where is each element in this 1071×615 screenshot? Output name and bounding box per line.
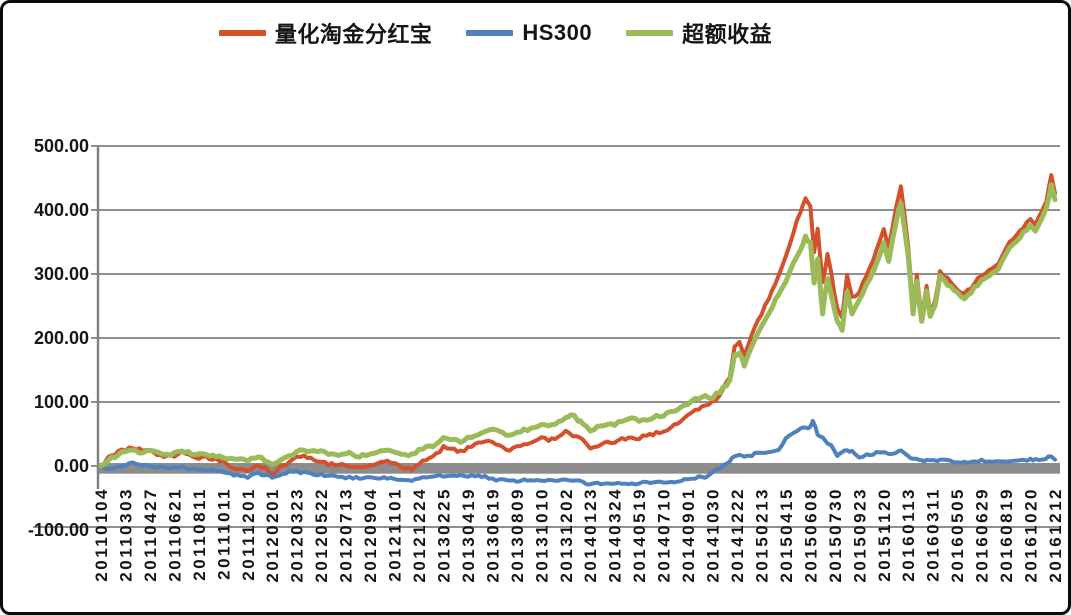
x-tick-label: 20160311 [924,487,943,582]
x-tick-label: 20141222 [728,487,747,583]
series-line-hs300 [99,418,1057,487]
y-tick-label: 200.00 [34,328,89,348]
legend-label-fund: 量化淘金分红宝 [274,22,433,47]
y-tick-label: 500.00 [34,136,89,156]
x-tick-label: 20130619 [483,487,502,583]
x-tick-label: 20131010 [532,487,551,583]
x-tick-label: 20121224 [410,487,429,583]
x-tick-label: 20120713 [337,487,356,583]
x-tick-label: 20110621 [165,487,184,582]
x-tick-label: 20161212 [1046,487,1065,583]
x-tick-label: 20110811 [190,487,209,581]
legend-label-excess: 超额收益 [682,22,773,47]
line-chart-canvas: 500.00 400.00 300.00 200.00 100.00 0.00 -100.0… [28,136,1065,583]
legend-item-hs300: HS300 [466,20,592,46]
legend-label-hs300: HS300 [522,20,593,45]
series-line-fund [99,173,1057,477]
x-tick-label: 20150213 [753,487,772,583]
y-tick-label: 0.00 [54,456,89,476]
x-tick-label: 20160819 [997,487,1016,583]
y-gridlines [33,145,1060,528]
x-tick-label: 20160629 [973,487,992,583]
y-axis-labels: 500.00 400.00 300.00 200.00 100.00 0.00 -100.0… [28,136,89,540]
x-tick-label: 20140123 [581,487,600,583]
x-tick-label: 20120201 [263,487,282,583]
x-tick-label: 20121101 [386,487,405,582]
x-tick-label: 20120323 [288,487,307,583]
zero-baseline-band [99,463,1060,474]
green-line-swatch-icon [626,30,674,36]
x-tick-label: 20150923 [850,487,869,583]
x-tick-label: 20110427 [141,487,160,582]
y-tick-label: 300.00 [34,264,89,284]
x-axis-labels: 20110104 20110303 20110427 20110621 20110811… [92,487,1065,583]
x-tick-label: 20111201 [239,487,258,581]
legend-item-excess: 超额收益 [626,17,772,49]
x-tick-label: 20120904 [361,487,380,583]
y-tick-label: 400.00 [34,200,89,220]
x-tick-label: 20131202 [557,487,576,583]
x-tick-label: 20150608 [801,487,820,583]
chart-legend: 量化淘金分红宝 HS300 超额收益 [3,17,1028,49]
x-tick-label: 20140901 [679,487,698,583]
x-tick-label: 20160113 [899,487,918,582]
x-tick-label: 20140324 [606,487,625,583]
x-tick-label: 20160505 [948,487,967,583]
blue-line-swatch-icon [466,30,514,36]
x-tick-label: 20120522 [312,487,331,583]
red-line-swatch-icon [218,30,266,36]
x-tick-label: 20140710 [655,487,674,583]
legend-item-fund: 量化淘金分红宝 [218,17,433,49]
x-tick-label: 20110303 [117,487,136,582]
x-tick-label: 20151120 [875,487,894,582]
x-tick-label: 20130809 [508,487,527,583]
y-tick-label: -100.00 [28,520,89,540]
x-tick-label: 20130225 [435,487,454,583]
x-tick-label: 20150415 [777,487,796,583]
x-tick-label: 20130419 [459,487,478,583]
x-tick-label: 20150730 [826,487,845,583]
x-tick-label: 20110104 [92,487,111,582]
x-tick-label: 20111011 [214,487,233,580]
x-tick-label: 20161020 [1022,487,1041,583]
y-tick-label: 100.00 [34,392,89,412]
x-tick-label: 20140519 [630,487,649,583]
x-tick-label: 20141030 [704,487,723,583]
series-line-excess [98,182,1058,469]
